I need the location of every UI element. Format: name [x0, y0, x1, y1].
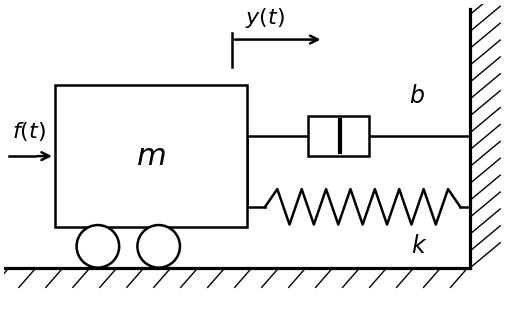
Text: $y(t)$: $y(t)$	[245, 6, 285, 30]
Text: $b$: $b$	[409, 85, 425, 108]
Text: $f(t)$: $f(t)$	[12, 121, 46, 144]
Text: $k$: $k$	[411, 235, 428, 258]
Bar	[55, 85, 247, 227]
Circle shape	[138, 225, 180, 268]
Text: $m$: $m$	[136, 141, 166, 172]
Circle shape	[77, 225, 119, 268]
Bar	[308, 115, 369, 156]
